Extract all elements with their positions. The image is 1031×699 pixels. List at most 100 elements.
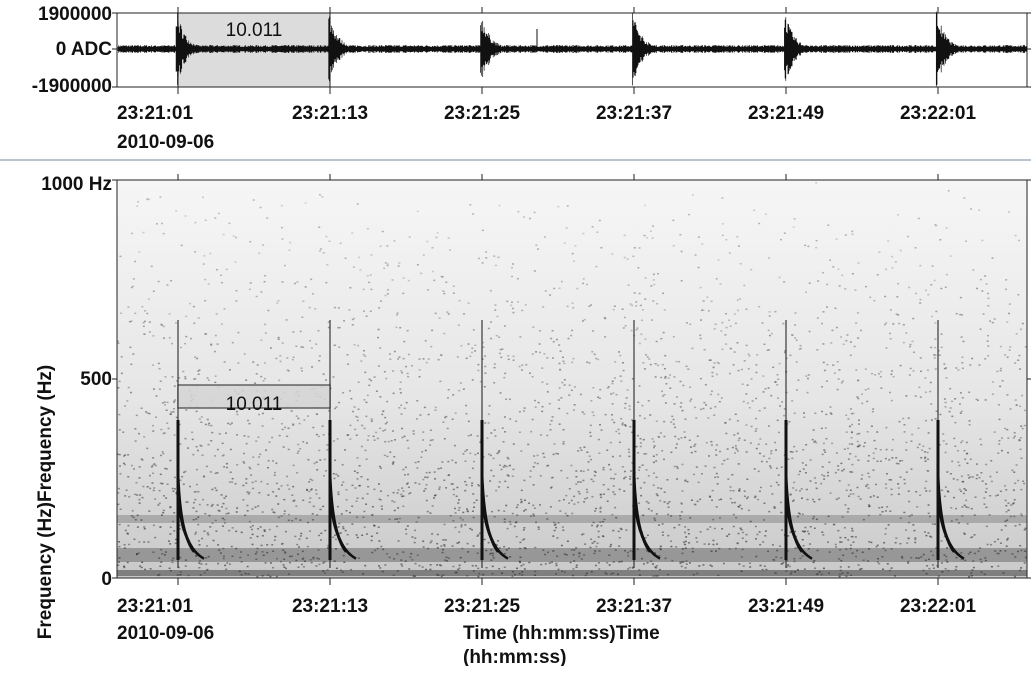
- noise: [849, 544, 852, 547]
- noise: [369, 310, 372, 313]
- noise: [494, 435, 497, 437]
- noise: [589, 546, 592, 549]
- noise: [440, 545, 443, 547]
- noise: [649, 414, 652, 416]
- noise: [997, 404, 1000, 406]
- noise: [849, 341, 852, 343]
- noise: [207, 283, 210, 285]
- noise: [288, 488, 291, 490]
- noise: [535, 244, 538, 246]
- noise: [124, 495, 127, 497]
- noise: [318, 355, 321, 357]
- noise: [424, 476, 427, 479]
- noise: [434, 406, 437, 409]
- noise: [968, 420, 971, 422]
- noise: [914, 395, 917, 397]
- noise: [993, 318, 996, 320]
- noise: [937, 575, 940, 577]
- noise: [838, 558, 841, 560]
- noise: [644, 338, 647, 340]
- noise: [738, 563, 741, 565]
- noise: [302, 300, 305, 303]
- noise: [164, 376, 167, 378]
- noise: [189, 485, 192, 488]
- noise: [142, 321, 145, 324]
- noise: [189, 302, 192, 305]
- noise: [266, 551, 269, 554]
- noise: [247, 493, 250, 495]
- noise: [163, 495, 166, 497]
- noise: [573, 503, 576, 505]
- noise: [203, 476, 206, 478]
- noise: [902, 417, 905, 420]
- noise: [296, 452, 299, 454]
- noise: [985, 283, 988, 285]
- noise: [151, 464, 154, 467]
- noise: [888, 332, 891, 335]
- noise: [676, 478, 679, 480]
- noise: [563, 379, 566, 381]
- noise: [463, 561, 466, 563]
- noise: [734, 547, 737, 550]
- noise: [949, 255, 952, 257]
- noise: [704, 465, 707, 467]
- noise: [1004, 524, 1007, 527]
- noise: [152, 457, 155, 459]
- noise: [406, 482, 409, 484]
- noise: [658, 555, 661, 557]
- noise: [211, 522, 214, 524]
- noise: [275, 482, 278, 485]
- noise: [226, 562, 229, 564]
- noise: [332, 440, 335, 442]
- noise: [621, 308, 624, 310]
- noise: [210, 424, 213, 427]
- noise: [298, 422, 301, 425]
- noise: [583, 318, 586, 321]
- noise: [924, 419, 927, 422]
- noise: [645, 236, 648, 239]
- noise: [185, 409, 188, 411]
- noise: [850, 431, 853, 433]
- noise: [592, 521, 595, 524]
- spectrogram-image: [117, 180, 1027, 578]
- noise: [220, 494, 223, 496]
- noise: [629, 475, 632, 478]
- noise: [680, 402, 683, 404]
- noise: [657, 272, 660, 275]
- noise: [984, 559, 987, 562]
- noise: [400, 559, 403, 561]
- noise: [1024, 527, 1027, 530]
- noise: [884, 527, 887, 530]
- noise: [550, 477, 553, 479]
- noise: [507, 358, 510, 361]
- noise: [844, 504, 847, 506]
- noise: [743, 439, 746, 441]
- noise: [849, 493, 852, 495]
- noise: [713, 466, 716, 469]
- noise: [148, 510, 151, 512]
- noise: [737, 505, 740, 508]
- noise: [589, 431, 592, 434]
- noise: [741, 537, 744, 539]
- noise: [1018, 354, 1021, 357]
- noise: [486, 437, 489, 439]
- noise: [214, 375, 217, 377]
- noise: [618, 561, 621, 563]
- noise: [913, 529, 916, 532]
- noise: [897, 493, 900, 495]
- selection[interactable]: [177, 384, 331, 409]
- noise: [562, 360, 565, 363]
- noise: [144, 568, 147, 571]
- noise: [663, 367, 666, 370]
- noise: [961, 361, 964, 364]
- noise: [439, 380, 442, 383]
- noise: [377, 336, 380, 339]
- noise: [187, 447, 190, 449]
- noise: [590, 400, 593, 402]
- noise: [169, 459, 172, 462]
- noise: [295, 505, 298, 507]
- noise: [933, 354, 936, 356]
- noise: [872, 408, 875, 410]
- noise: [311, 513, 314, 515]
- noise: [851, 230, 854, 233]
